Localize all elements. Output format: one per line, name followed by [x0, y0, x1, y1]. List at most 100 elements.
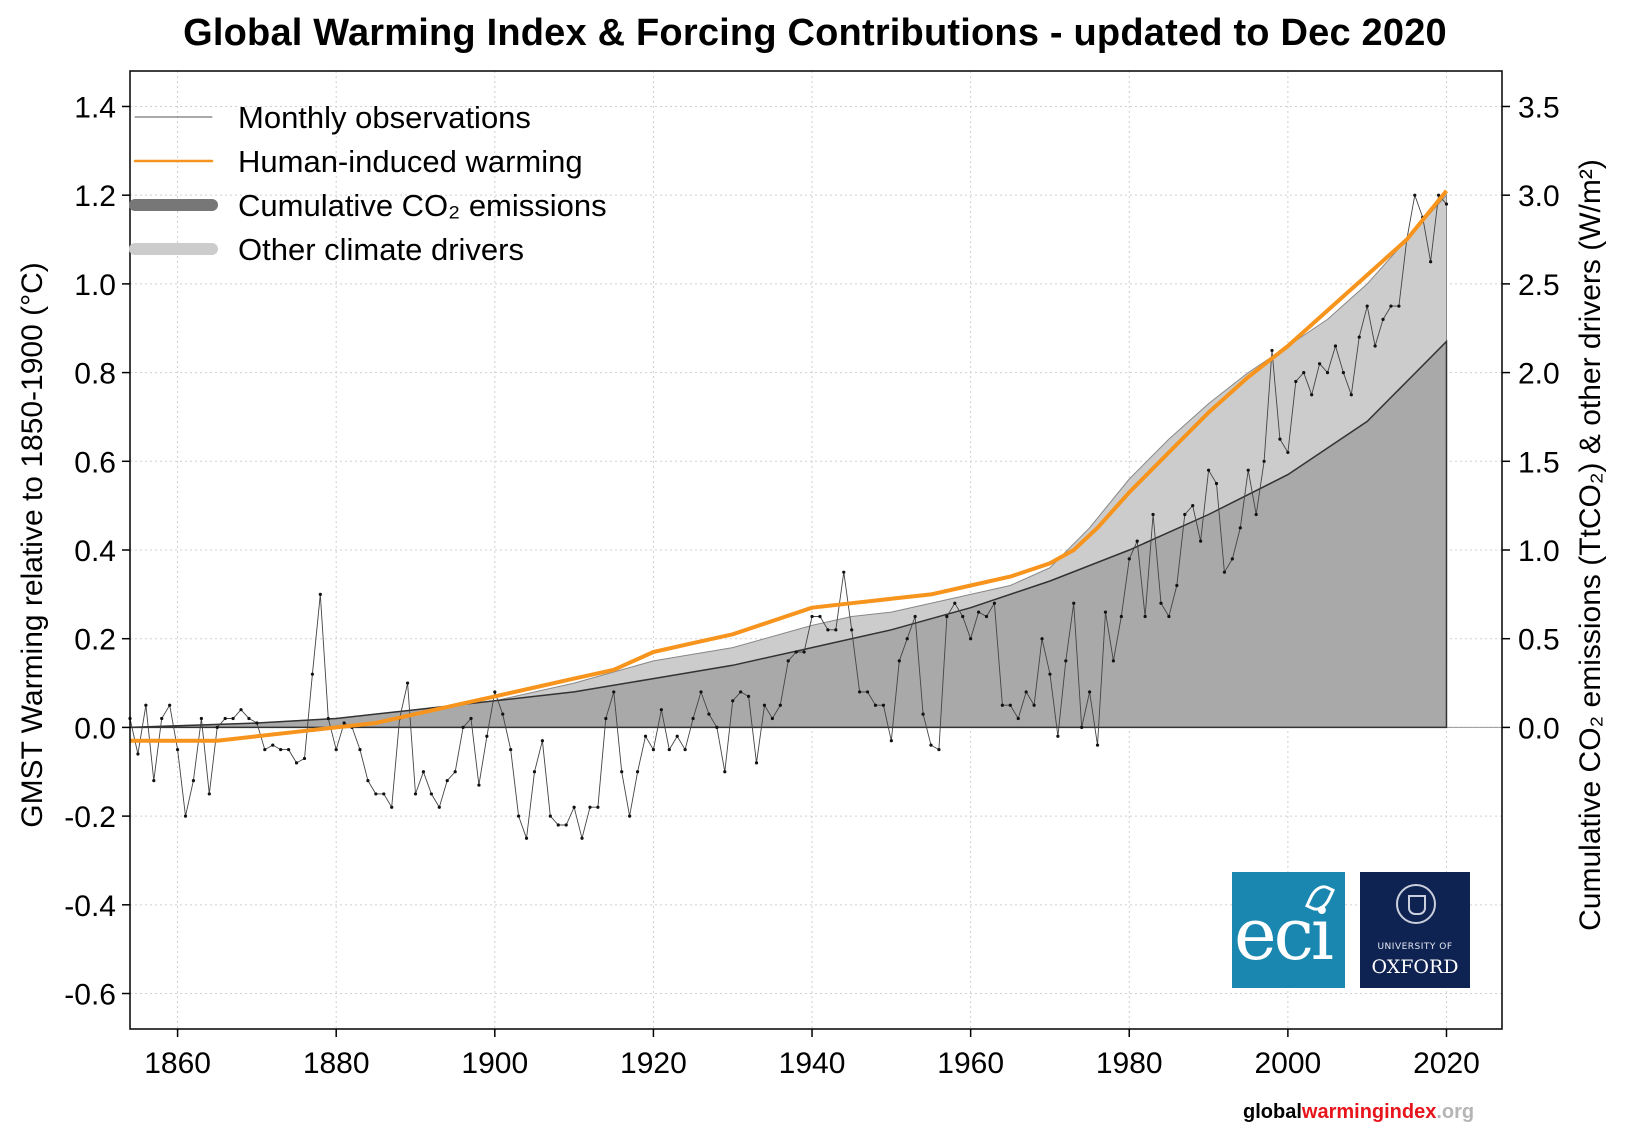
observation-point	[485, 734, 489, 738]
observation-point	[1294, 379, 1298, 384]
observation-point	[1111, 659, 1115, 663]
observation-point	[445, 779, 449, 783]
footer-url[interactable]: globalwarmingindex.org	[1243, 1101, 1474, 1124]
observation-point	[271, 743, 275, 747]
y-tick-label: -0.2	[64, 801, 116, 834]
observation-point	[175, 747, 180, 752]
x-tick-label: 2020	[1413, 1047, 1480, 1080]
observation-point	[263, 747, 267, 752]
observation-point	[437, 805, 441, 809]
observation-point	[953, 601, 957, 605]
observation-point	[564, 823, 568, 827]
observation-point	[136, 752, 140, 756]
observation-point	[215, 725, 219, 730]
observation-point	[366, 779, 370, 783]
observation-point	[1206, 468, 1211, 472]
observation-point	[580, 836, 584, 840]
y-right-tick-label: 3.0	[1518, 180, 1560, 213]
observation-point	[929, 743, 933, 747]
observation-point	[556, 823, 560, 827]
observation-point	[453, 770, 457, 774]
observation-point	[429, 792, 433, 796]
observation-point	[873, 703, 878, 707]
observation-point	[976, 610, 981, 614]
observation-point	[1191, 504, 1195, 508]
observation-point	[1317, 362, 1322, 366]
observation-point	[255, 721, 259, 725]
observation-point	[651, 747, 656, 752]
observation-point	[318, 592, 322, 596]
observation-point	[786, 659, 790, 663]
y-right-tick-label: 2.5	[1518, 269, 1560, 302]
y-tick-label: 0.4	[74, 535, 116, 568]
observation-point	[1302, 370, 1306, 375]
observation-point	[1238, 526, 1242, 530]
observation-point	[342, 721, 346, 725]
observation-point	[1151, 512, 1155, 517]
observation-point	[1444, 202, 1449, 206]
observation-point	[635, 770, 640, 774]
x-tick-label: 1920	[620, 1047, 687, 1080]
observation-point	[850, 628, 854, 632]
footer-url-part1: global	[1243, 1101, 1302, 1123]
observation-point	[223, 716, 227, 721]
observation-point	[746, 694, 751, 698]
x-tick-label: 1980	[1096, 1047, 1163, 1080]
observation-point	[310, 672, 315, 676]
y-tick-label: 0.6	[74, 446, 116, 479]
observation-point	[493, 690, 497, 694]
observation-point	[1199, 539, 1203, 543]
observation-point	[1024, 690, 1028, 694]
observation-point	[1397, 304, 1401, 308]
observation-point	[612, 690, 616, 694]
observation-point	[1246, 468, 1250, 472]
observation-point	[667, 747, 671, 752]
observation-point	[1080, 725, 1084, 730]
oxford-logo-line2: OXFORD	[1371, 956, 1459, 978]
observation-point	[992, 601, 997, 605]
legend-label: Human-induced warming	[238, 144, 583, 179]
observation-point	[239, 708, 243, 712]
x-tick-label: 1880	[303, 1047, 370, 1080]
observation-point	[1048, 672, 1052, 676]
observation-point	[588, 805, 592, 809]
observation-point	[1175, 583, 1179, 588]
line-layer	[130, 189, 1449, 743]
footer-url-part3: .org	[1436, 1101, 1475, 1123]
observation-point	[1127, 557, 1131, 561]
observation-point	[762, 703, 767, 707]
observation-point	[160, 716, 164, 721]
observation-point	[794, 650, 798, 654]
y-right-tick-label: 0.0	[1518, 712, 1560, 745]
observation-point	[945, 614, 949, 619]
observation-point	[461, 725, 465, 730]
observation-point	[1254, 512, 1258, 517]
observation-point	[628, 814, 632, 818]
oxford-logo: UNIVERSITY OF OXFORD	[1360, 872, 1470, 988]
observation-point	[723, 770, 727, 774]
observation-point	[1365, 304, 1369, 308]
observation-point	[1333, 344, 1338, 348]
observation-point	[1381, 317, 1385, 321]
observation-point	[1270, 348, 1274, 353]
observation-point	[382, 792, 386, 796]
x-tick-label: 1860	[144, 1047, 211, 1080]
observation-point	[144, 703, 148, 707]
observation-point	[818, 614, 822, 619]
observation-point	[770, 716, 774, 721]
observation-point	[1000, 703, 1004, 707]
observation-point	[183, 814, 188, 818]
observation-point	[294, 761, 299, 765]
observation-point	[1016, 716, 1020, 721]
y-axis-label: GMST Warming relative to 1850-1900 (°C)	[16, 262, 49, 828]
observation-point	[152, 779, 156, 783]
observation-point	[326, 716, 330, 721]
observation-point	[1143, 614, 1147, 619]
observation-point	[754, 761, 759, 765]
observation-point	[1286, 450, 1290, 455]
observation-point	[802, 650, 806, 654]
observation-point	[390, 805, 394, 809]
observation-point	[810, 614, 814, 619]
legend: Monthly observations Human-induced warmin…	[129, 100, 607, 267]
